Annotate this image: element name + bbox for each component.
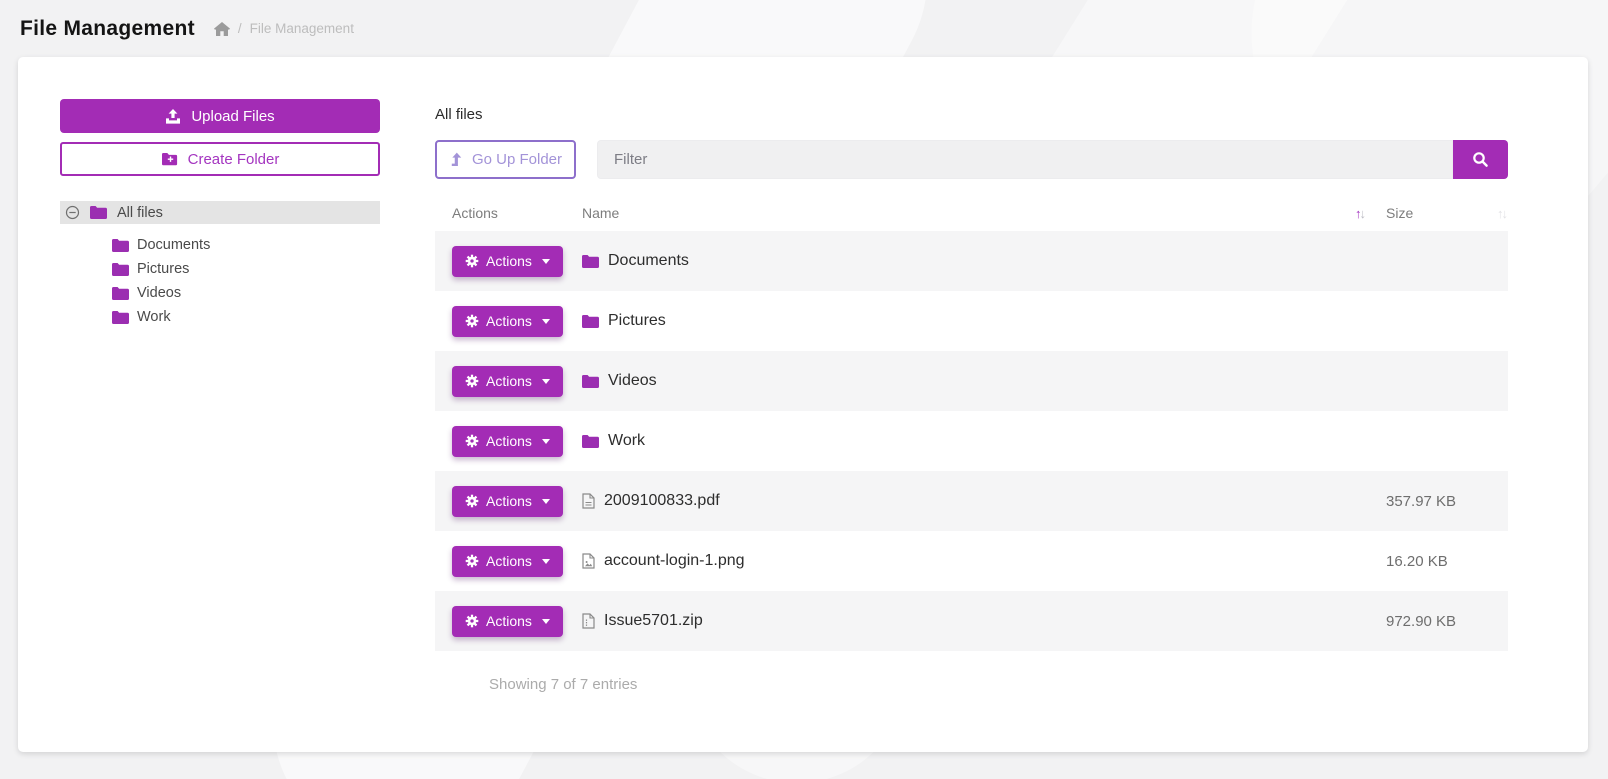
sort-icon[interactable]: ↑↓ [1497,205,1508,221]
tree-item-label: Videos [137,285,182,301]
archive-file-icon [582,613,595,629]
go-up-folder-label: Go Up Folder [471,151,563,168]
page-title: File Management [20,16,195,40]
row-actions-button[interactable]: Actions [452,605,563,637]
item-size: 16.20 KB [1386,552,1448,570]
caret-down-icon [541,618,550,624]
table-row: Actions account-login-1.png 16.20 KB [435,531,1508,591]
folder-plus-icon [161,152,178,166]
row-actions-button[interactable]: Actions [452,545,563,577]
file-manager-card: Upload Files Create Folder All files [18,57,1588,752]
item-name[interactable]: Issue5701.zip [604,612,703,629]
upload-files-button[interactable]: Upload Files [60,99,380,133]
tree-item-label: Work [137,309,171,325]
row-actions-button[interactable]: Actions [452,365,563,397]
create-folder-label: Create Folder [187,150,280,168]
table-body: Actions Documents Actions Pictures Actio… [435,231,1508,651]
gear-icon [465,374,479,388]
tree-item-label: Documents [137,237,211,253]
item-name[interactable]: account-login-1.png [604,552,745,569]
row-actions-button[interactable]: Actions [452,485,563,517]
upload-icon [165,108,181,124]
item-name[interactable]: Documents [608,252,689,269]
item-name[interactable]: Videos [608,372,657,389]
image-file-icon [582,553,595,569]
gear-icon [465,554,479,568]
item-size: 972.90 KB [1386,612,1457,630]
folder-icon [112,238,129,252]
caret-down-icon [541,558,550,564]
entries-summary: Showing 7 of 7 entries [489,676,638,693]
caret-down-icon [541,258,550,264]
gear-icon [465,314,479,328]
item-size: 357.97 KB [1386,492,1457,510]
collapse-icon[interactable] [65,205,80,220]
gear-icon [465,614,479,628]
table-row: Actions Issue5701.zip 972.90 KB [435,591,1508,651]
item-name[interactable]: 2009100833.pdf [604,492,720,509]
tree-item-label: All files [117,204,163,221]
row-actions-button[interactable]: Actions [452,305,563,337]
upload-files-label: Upload Files [191,107,275,125]
level-up-icon [449,152,462,167]
actions-column-header: Actions [452,205,498,221]
caret-down-icon [541,378,550,384]
search-button[interactable] [1453,140,1508,179]
tree-item-pictures[interactable]: Pictures [60,257,380,281]
breadcrumb: / File Management [213,21,354,36]
gear-icon [465,434,479,448]
folder-icon [112,310,129,324]
sort-icon[interactable]: ↑↓ [1355,205,1366,221]
table-row: Actions Work [435,411,1508,471]
folder-icon [582,314,599,328]
topbar: File Management / File Management [0,0,1608,57]
pdf-file-icon [582,493,595,509]
tree-item-all-files[interactable]: All files [60,201,380,224]
item-name[interactable]: Pictures [608,312,666,329]
folder-icon [582,254,599,268]
gear-icon [465,254,479,268]
row-actions-button[interactable]: Actions [452,425,563,457]
folder-icon [582,374,599,388]
row-actions-button[interactable]: Actions [452,245,563,277]
item-name[interactable]: Work [608,432,646,449]
tree-item-documents[interactable]: Documents [60,233,380,257]
toolbar: Go Up Folder [435,140,1508,179]
sidebar: Upload Files Create Folder All files [60,99,380,752]
current-folder-label: All files [435,106,483,123]
tree-item-label: Pictures [137,261,190,277]
create-folder-button[interactable]: Create Folder [60,142,380,176]
folder-icon [112,286,129,300]
tree-children: Documents Pictures Videos Work [60,233,380,329]
table-row: Actions Pictures [435,291,1508,351]
folder-tree: All files Documents Pictures Videos Wor [60,201,380,329]
caret-down-icon [541,498,550,504]
table-row: Actions 2009100833.pdf 357.97 KB [435,471,1508,531]
breadcrumb-current: File Management [249,21,354,36]
table-row: Actions Documents [435,231,1508,291]
caret-down-icon [541,318,550,324]
gear-icon [465,494,479,508]
main-panel: All files Go Up Folder Actions [435,99,1508,752]
caret-down-icon [541,438,550,444]
folder-icon [112,262,129,276]
breadcrumb-separator: / [237,21,242,36]
filter-input[interactable] [597,140,1453,179]
table-row: Actions Videos [435,351,1508,411]
folder-icon [582,434,599,448]
table-header: Actions Name ↑↓ Size ↑↓ [435,195,1508,231]
search-icon [1472,151,1489,168]
home-icon[interactable] [213,21,230,36]
folder-icon [90,206,107,219]
size-column-header[interactable]: Size ↑↓ [1386,205,1508,221]
go-up-folder-button[interactable]: Go Up Folder [435,140,576,179]
filter-group [597,140,1508,179]
tree-item-work[interactable]: Work [60,305,380,329]
name-column-header[interactable]: Name ↑↓ [582,205,1366,221]
tree-item-videos[interactable]: Videos [60,281,380,305]
